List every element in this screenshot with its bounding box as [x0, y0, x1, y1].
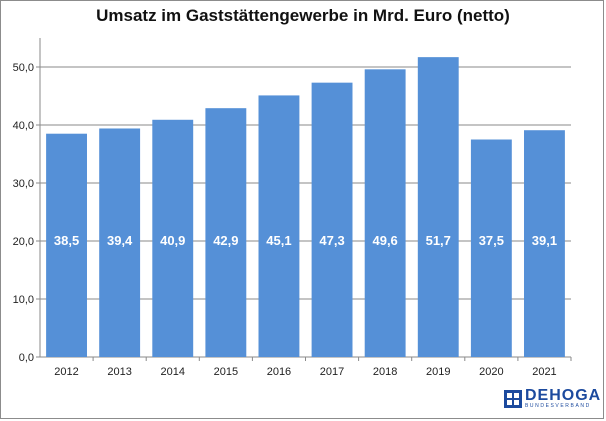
data-label: 47,3 — [319, 233, 344, 248]
y-tick-label: 10,0 — [13, 294, 34, 306]
bar — [46, 133, 87, 357]
bar — [258, 95, 300, 358]
dehoga-emblem-icon — [504, 389, 522, 408]
data-label: 45,1 — [266, 233, 291, 248]
x-tick-label: 2020 — [479, 366, 503, 378]
bar — [364, 69, 406, 357]
bar — [205, 108, 247, 358]
x-tick-label: 2021 — [532, 366, 556, 378]
x-tick-label: 2019 — [426, 366, 450, 378]
data-label: 37,5 — [479, 233, 504, 248]
data-label: 49,6 — [372, 233, 397, 248]
x-tick-label: 2014 — [161, 366, 185, 378]
y-tick-label: 20,0 — [13, 236, 34, 248]
x-tick-label: 2015 — [214, 366, 238, 378]
bar — [470, 139, 512, 357]
bar — [152, 119, 194, 357]
bar — [524, 130, 565, 357]
data-label: 39,1 — [532, 233, 557, 248]
x-tick-label: 2016 — [267, 366, 291, 378]
y-tick-label: 0,0 — [19, 352, 34, 364]
bar — [99, 128, 141, 357]
bar — [311, 82, 353, 357]
data-label: 39,4 — [107, 233, 133, 248]
x-tick-label: 2018 — [373, 366, 397, 378]
data-label: 51,7 — [426, 233, 451, 248]
y-tick-label: 50,0 — [13, 62, 34, 74]
data-label: 42,9 — [213, 233, 238, 248]
logo-subtitle: BUNDESVERBAND — [525, 403, 591, 409]
y-tick-label: 40,0 — [13, 120, 34, 132]
data-label: 40,9 — [160, 233, 185, 248]
x-tick-label: 2017 — [320, 366, 344, 378]
x-tick-label: 2012 — [54, 366, 78, 378]
dehoga-logo: DEHOGA BUNDESVERBAND — [504, 388, 601, 409]
data-label: 38,5 — [54, 233, 79, 248]
logo-name: DEHOGA — [525, 387, 602, 404]
y-tick-label: 30,0 — [13, 178, 34, 190]
bar — [417, 57, 459, 357]
x-tick-label: 2013 — [107, 366, 131, 378]
chart-title: Umsatz im Gaststättengewerbe in Mrd. Eur… — [96, 6, 510, 25]
